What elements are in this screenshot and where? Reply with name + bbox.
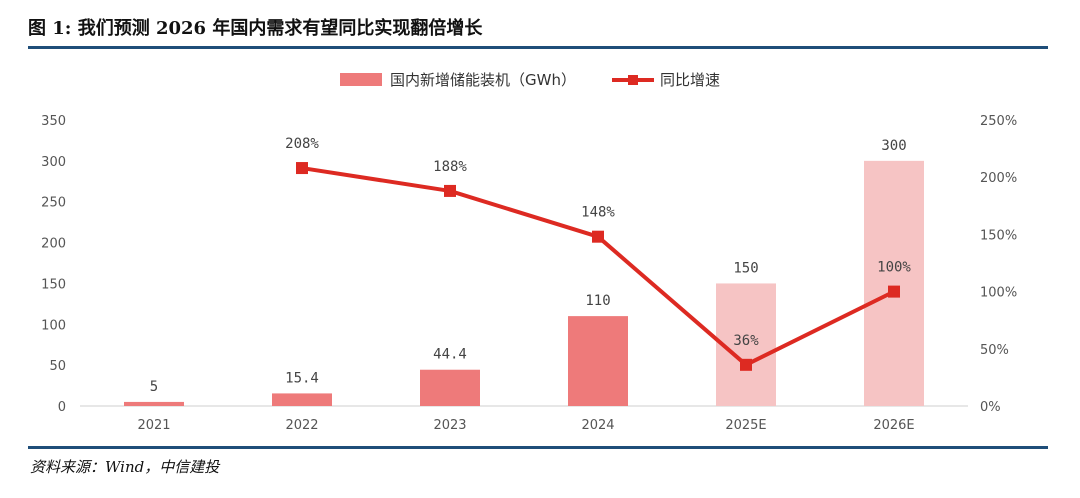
growth-line [296, 162, 900, 371]
growth-value-label: 188% [433, 159, 467, 175]
bar-2023 [420, 369, 480, 406]
bar-value-label: 150 [733, 260, 758, 276]
chart: 国内新增储能装机（GWh） 同比增速 0 50 100 150 200 250 300 350… [41, 71, 1017, 433]
bar-value-label: 300 [881, 138, 906, 154]
legend-line-label: 同比增速 [660, 71, 720, 89]
bar-2024 [568, 316, 628, 406]
x-axis: 2021 2022 2023 2024 2025E 2026E [137, 418, 914, 433]
growth-value-label: 36% [733, 333, 759, 349]
left-tick-label: 300 [41, 155, 66, 170]
left-tick-label: 250 [41, 196, 66, 211]
bottom-rule [28, 446, 1048, 449]
right-axis: 0% 50% 100% 150% 200% 250% [980, 114, 1017, 415]
x-tick-label: 2022 [285, 418, 318, 433]
right-tick-label: 150% [980, 228, 1017, 243]
left-tick-label: 100 [41, 318, 66, 333]
bar-2025E [716, 283, 776, 406]
left-tick-label: 0 [58, 400, 66, 415]
bar-2026E [864, 160, 924, 406]
legend-line-marker [628, 75, 638, 85]
growth-value-label: 148% [581, 205, 615, 221]
growth-labels: 208% 188% 148% 36% 100% [285, 136, 911, 349]
bar-labels: 5 15.4 44.4 110 150 300 [150, 138, 907, 395]
left-tick-label: 350 [41, 114, 66, 129]
legend-bar-swatch [340, 73, 382, 86]
growth-marker [296, 162, 308, 175]
x-tick-label: 2025E [725, 418, 766, 433]
x-tick-label: 2024 [581, 418, 614, 433]
bars [124, 160, 924, 406]
legend-bar-label: 国内新增储能装机（GWh） [390, 71, 576, 89]
bar-value-label: 44.4 [433, 347, 467, 363]
right-tick-label: 0% [980, 400, 1001, 415]
bar-2022 [272, 393, 332, 406]
right-tick-label: 100% [980, 286, 1017, 301]
left-tick-label: 200 [41, 237, 66, 252]
growth-marker [592, 230, 604, 243]
left-tick-label: 150 [41, 277, 66, 292]
x-tick-label: 2021 [137, 418, 170, 433]
growth-marker [740, 358, 752, 371]
left-tick-label: 50 [49, 359, 66, 374]
bar-value-label: 15.4 [285, 370, 319, 386]
right-tick-label: 200% [980, 171, 1017, 186]
growth-value-label: 100% [877, 260, 911, 276]
growth-marker [444, 184, 456, 197]
top-rule [28, 46, 1048, 49]
left-axis: 0 50 100 150 200 250 300 350 [41, 114, 66, 415]
right-tick-label: 250% [980, 114, 1017, 129]
bar-2021 [124, 401, 184, 406]
x-tick-label: 2023 [433, 418, 466, 433]
x-tick-label: 2026E [873, 418, 914, 433]
growth-value-label: 208% [285, 136, 319, 152]
bar-value-label: 110 [585, 293, 610, 309]
right-tick-label: 50% [980, 343, 1009, 358]
figure-title: 图 1: 我们预测 2026 年国内需求有望同比实现翻倍增长 [28, 18, 483, 39]
bar-value-label: 5 [150, 379, 158, 395]
source-note: 资料来源：Wind，中信建投 [30, 458, 220, 476]
growth-marker [888, 285, 900, 298]
legend: 国内新增储能装机（GWh） 同比增速 [340, 71, 720, 89]
